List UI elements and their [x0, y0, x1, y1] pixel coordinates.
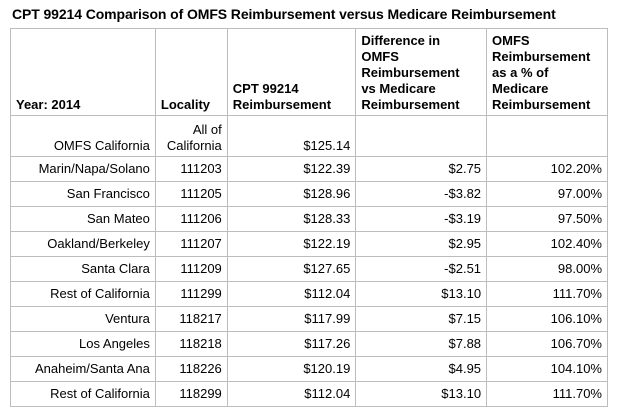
cell-percent: 102.40% [486, 231, 608, 257]
cell-cpt-reimbursement: $125.14 [226, 115, 357, 157]
table-title: CPT 99214 Comparison of OMFS Reimburseme… [12, 6, 556, 22]
cell-difference: $13.10 [355, 381, 488, 407]
cell-name: Los Angeles [10, 331, 156, 357]
cell-locality: All of California [154, 115, 228, 157]
cell-difference: $4.95 [355, 356, 488, 382]
reimbursement-table: Year: 2014 Locality CPT 99214 Reimburseme… [10, 28, 608, 407]
cell-cpt-reimbursement: $122.19 [226, 231, 357, 257]
cell-locality: 111203 [154, 156, 228, 182]
cell-percent: 102.20% [486, 156, 608, 182]
cell-percent: 106.10% [486, 306, 608, 332]
cell-locality: 111299 [154, 281, 228, 307]
cell-name: Oakland/Berkeley [10, 231, 156, 257]
table-row: Oakland/Berkeley 111207 $122.19 $2.95 102.40… [10, 231, 608, 257]
cell-percent: 111.70% [486, 281, 608, 307]
cell-difference: $7.88 [355, 331, 488, 357]
table-row: San Francisco 111205 $128.96 -$3.82 97.00% [10, 181, 608, 207]
cell-locality: 118299 [154, 381, 228, 407]
cell-cpt-reimbursement: $128.96 [226, 181, 357, 207]
cell-locality: 111205 [154, 181, 228, 207]
cell-locality: 111206 [154, 206, 228, 232]
cell-cpt-reimbursement: $127.65 [226, 256, 357, 282]
cell-percent [486, 115, 608, 157]
table-row: San Mateo 111206 $128.33 -$3.19 97.50% [10, 206, 608, 232]
cell-percent: 98.00% [486, 256, 608, 282]
cell-percent: 106.70% [486, 331, 608, 357]
header-locality: Locality [154, 28, 228, 116]
cell-locality: 118218 [154, 331, 228, 357]
cell-cpt-reimbursement: $122.39 [226, 156, 357, 182]
header-percent: OMFS Reimbursement as a % of Medicare Reimbu… [486, 28, 608, 116]
cell-percent: 104.10% [486, 356, 608, 382]
table-row: Santa Clara 111209 $127.65 -$2.51 98.00% [10, 256, 608, 282]
cell-cpt-reimbursement: $117.99 [226, 306, 357, 332]
cell-cpt-reimbursement: $117.26 [226, 331, 357, 357]
cell-cpt-reimbursement: $128.33 [226, 206, 357, 232]
cell-cpt-reimbursement: $120.19 [226, 356, 357, 382]
table-row: Rest of California 111299 $112.04 $13.10 111… [10, 281, 608, 307]
cell-difference: $2.95 [355, 231, 488, 257]
cell-difference: -$3.82 [355, 181, 488, 207]
cell-name: San Francisco [10, 181, 156, 207]
table-row: Los Angeles 118218 $117.26 $7.88 106.70% [10, 331, 608, 357]
cell-difference: -$2.51 [355, 256, 488, 282]
header-row: Year: 2014 Locality CPT 99214 Reimburseme… [10, 28, 608, 116]
header-cpt-reimbursement: CPT 99214 Reimbursement [226, 28, 357, 116]
table-row: Ventura 118217 $117.99 $7.15 106.10% [10, 306, 608, 332]
cell-difference: $7.15 [355, 306, 488, 332]
cell-difference: -$3.19 [355, 206, 488, 232]
cell-name: Anaheim/Santa Ana [10, 356, 156, 382]
table-body: OMFS California All of California $125.14 Ma… [10, 115, 608, 407]
cell-percent: 111.70% [486, 381, 608, 407]
cell-locality: 118217 [154, 306, 228, 332]
cell-name: Rest of California [10, 281, 156, 307]
cell-difference: $13.10 [355, 281, 488, 307]
table-row: Marin/Napa/Solano 111203 $122.39 $2.75 102.2… [10, 156, 608, 182]
table-row: Anaheim/Santa Ana 118226 $120.19 $4.95 104.1… [10, 356, 608, 382]
cell-cpt-reimbursement: $112.04 [226, 381, 357, 407]
cell-difference: $2.75 [355, 156, 488, 182]
cell-difference [355, 115, 488, 157]
cell-cpt-reimbursement: $112.04 [226, 281, 357, 307]
cell-name: Ventura [10, 306, 156, 332]
cell-locality: 111209 [154, 256, 228, 282]
cell-name: OMFS California [10, 115, 156, 157]
cell-percent: 97.50% [486, 206, 608, 232]
header-difference: Difference in OMFS Reimbursement vs Medicar… [355, 28, 488, 116]
table-row: OMFS California All of California $125.14 [10, 115, 608, 157]
cell-locality: 111207 [154, 231, 228, 257]
cell-name: Marin/Napa/Solano [10, 156, 156, 182]
cell-name: Santa Clara [10, 256, 156, 282]
cell-percent: 97.00% [486, 181, 608, 207]
table-row: Rest of California 118299 $112.04 $13.10 111… [10, 381, 608, 407]
cell-name: San Mateo [10, 206, 156, 232]
cell-locality: 118226 [154, 356, 228, 382]
header-year: Year: 2014 [10, 28, 156, 116]
cell-name: Rest of California [10, 381, 156, 407]
